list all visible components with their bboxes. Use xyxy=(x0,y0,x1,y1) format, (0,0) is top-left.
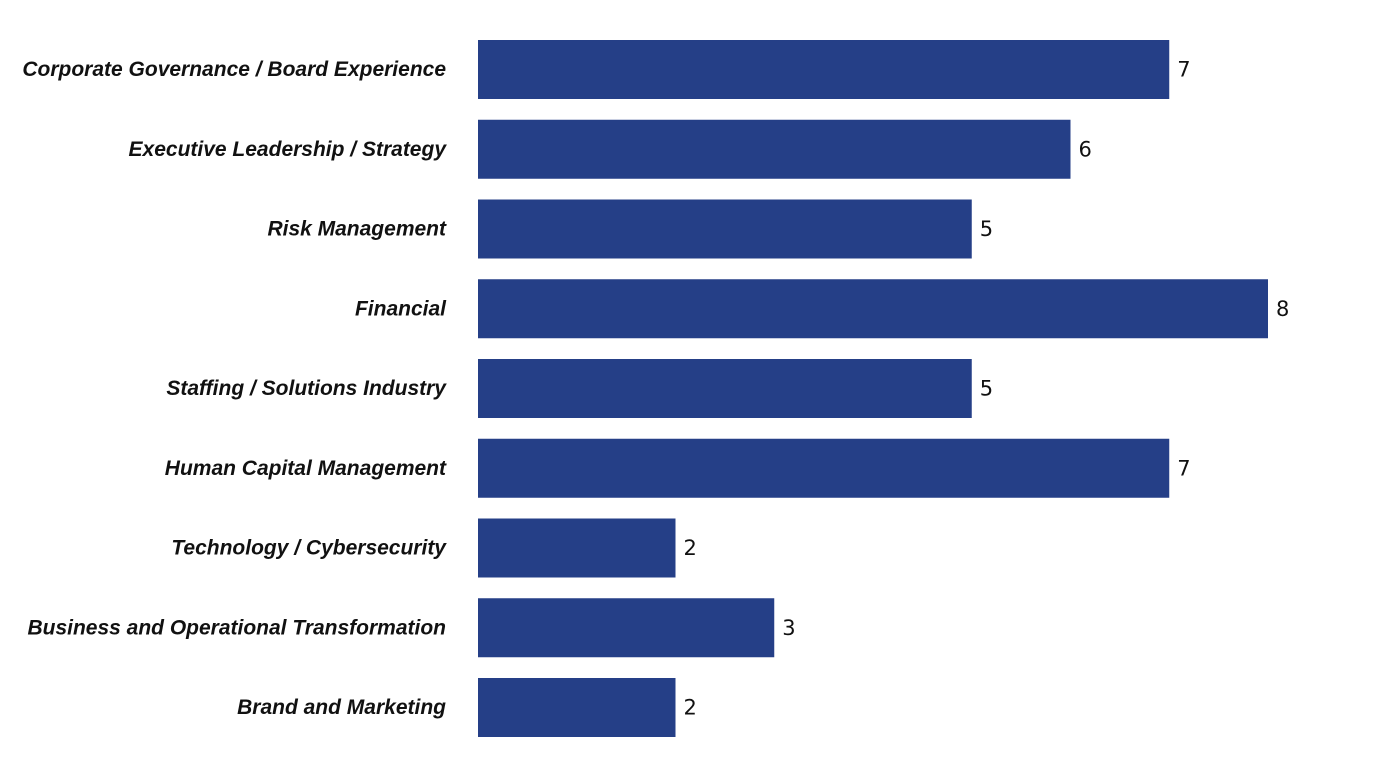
value-label: 2 xyxy=(684,696,697,720)
category-label: Financial xyxy=(355,297,447,320)
bar xyxy=(478,119,1071,179)
bar xyxy=(478,40,1170,99)
category-label: Business and Operational Transformation xyxy=(27,616,446,639)
bar xyxy=(478,518,676,578)
bar xyxy=(478,438,1170,498)
bar xyxy=(478,678,676,737)
category-label: Brand and Marketing xyxy=(237,696,446,719)
value-label: 3 xyxy=(782,616,795,640)
bar xyxy=(478,598,775,658)
value-label: 8 xyxy=(1276,297,1289,321)
bar xyxy=(478,359,972,418)
category-label: Corporate Governance / Board Experience xyxy=(22,58,446,81)
value-label: 7 xyxy=(1177,58,1190,82)
value-label: 5 xyxy=(980,217,993,241)
category-label: Technology / Cybersecurity xyxy=(171,537,447,560)
bar xyxy=(478,199,972,259)
category-label: Human Capital Management xyxy=(165,457,447,480)
value-labels-group: 7 6 5 8 5 7 2 3 2 xyxy=(684,58,1290,720)
category-label: Staffing / Solutions Industry xyxy=(166,377,447,400)
category-labels-group: Corporate Governance / Board Experience E… xyxy=(22,58,447,719)
value-label: 6 xyxy=(1079,137,1092,161)
bars-group xyxy=(478,40,1268,737)
value-label: 5 xyxy=(980,377,993,401)
bar xyxy=(478,279,1268,339)
value-label: 7 xyxy=(1177,456,1190,480)
value-label: 2 xyxy=(684,536,697,560)
category-label: Executive Leadership / Strategy xyxy=(129,138,448,161)
category-label: Risk Management xyxy=(267,218,447,241)
